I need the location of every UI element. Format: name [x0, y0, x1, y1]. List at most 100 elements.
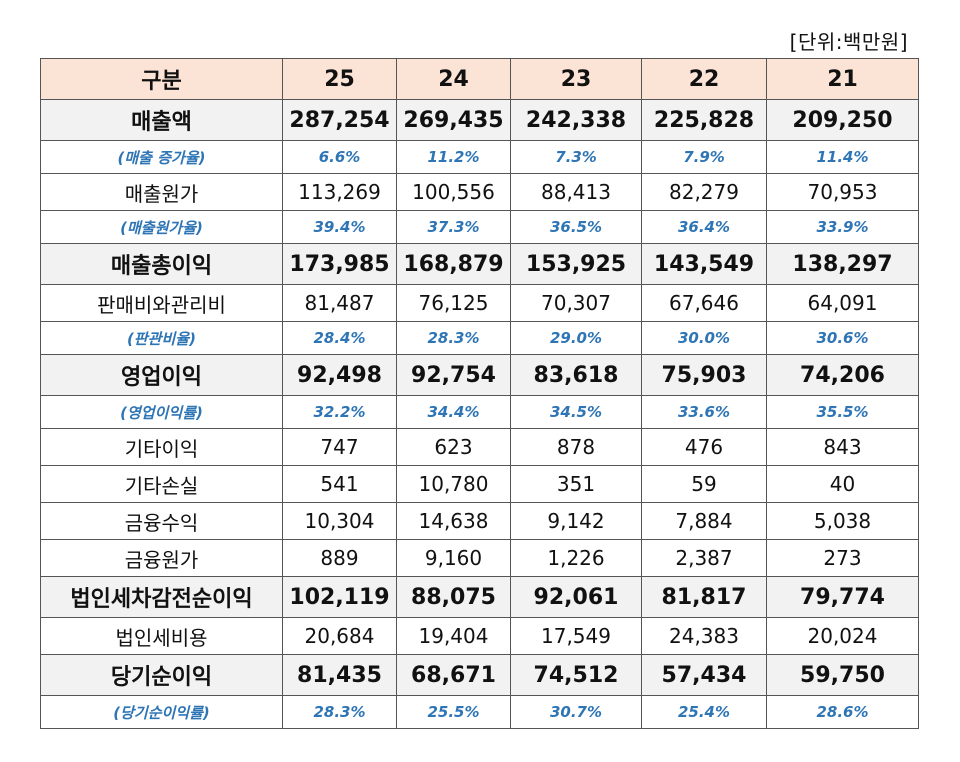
value-cell: 92,754: [396, 354, 511, 396]
value-cell: 623: [396, 428, 511, 466]
table-row-minor: 기타이익 747 623 878 476 843: [40, 428, 919, 466]
value-cell: 28.6%: [766, 695, 919, 729]
value-cell: 32.2%: [282, 395, 397, 429]
value-cell: 28.3%: [282, 695, 397, 729]
header-cell-year: 24: [396, 58, 511, 100]
value-cell: 35.5%: [766, 395, 919, 429]
row-label: 영업이익: [40, 354, 283, 396]
value-cell: 19,404: [396, 617, 511, 655]
table-row-major: 영업이익 92,498 92,754 83,618 75,903 74,206: [40, 354, 919, 396]
value-cell: 33.9%: [766, 210, 919, 244]
value-cell: 39.4%: [282, 210, 397, 244]
value-cell: 6.6%: [282, 140, 397, 174]
table-row-minor: 판매비와관리비 81,487 76,125 70,307 67,646 64,091: [40, 284, 919, 322]
value-cell: 287,254: [282, 99, 397, 141]
value-cell: 269,435: [396, 99, 511, 141]
value-cell: 74,206: [766, 354, 919, 396]
value-cell: 67,646: [641, 284, 767, 322]
row-label: 법인세비용: [40, 617, 283, 655]
value-cell: 273: [766, 539, 919, 577]
value-cell: 92,498: [282, 354, 397, 396]
value-cell: 81,817: [641, 576, 767, 618]
table-row-major: 매출총이익 173,985 168,879 153,925 143,549 138,297: [40, 243, 919, 285]
table-row-pct: (판관비율) 28.4% 28.3% 29.0% 30.0% 30.6%: [40, 321, 919, 355]
value-cell: 14,638: [396, 502, 511, 540]
value-cell: 82,279: [641, 173, 767, 211]
value-cell: 100,556: [396, 173, 511, 211]
row-label: 매출원가: [40, 173, 283, 211]
table-row-pct: (매출원가율) 39.4% 37.3% 36.5% 36.4% 33.9%: [40, 210, 919, 244]
value-cell: 242,338: [510, 99, 642, 141]
value-cell: 79,774: [766, 576, 919, 618]
value-cell: 68,671: [396, 654, 511, 696]
value-cell: 225,828: [641, 99, 767, 141]
value-cell: 351: [510, 465, 642, 503]
value-cell: 1,226: [510, 539, 642, 577]
value-cell: 7.9%: [641, 140, 767, 174]
value-cell: 64,091: [766, 284, 919, 322]
value-cell: 37.3%: [396, 210, 511, 244]
value-cell: 28.4%: [282, 321, 397, 355]
row-label: 매출총이익: [40, 243, 283, 285]
value-cell: 476: [641, 428, 767, 466]
row-label: 금융수익: [40, 502, 283, 540]
row-label: 금융원가: [40, 539, 283, 577]
value-cell: 209,250: [766, 99, 919, 141]
value-cell: 92,061: [510, 576, 642, 618]
value-cell: 5,038: [766, 502, 919, 540]
value-cell: 28.3%: [396, 321, 511, 355]
value-cell: 81,487: [282, 284, 397, 322]
value-cell: 7,884: [641, 502, 767, 540]
value-cell: 30.6%: [766, 321, 919, 355]
value-cell: 88,075: [396, 576, 511, 618]
income-statement-table: 구분 25 24 23 22 21 매출액 287,254 269,435 242,3…: [40, 58, 919, 729]
value-cell: 17,549: [510, 617, 642, 655]
value-cell: 59: [641, 465, 767, 503]
header-cell-year: 25: [282, 58, 397, 100]
value-cell: 9,142: [510, 502, 642, 540]
value-cell: 40: [766, 465, 919, 503]
header-cell-year: 23: [510, 58, 642, 100]
table-row-major: 법인세차감전순이익 102,119 88,075 92,061 81,817 79,774: [40, 576, 919, 618]
value-cell: 843: [766, 428, 919, 466]
row-label: (당기순이익률): [40, 695, 283, 729]
table-row-minor: 기타손실 541 10,780 351 59 40: [40, 465, 919, 503]
value-cell: 81,435: [282, 654, 397, 696]
value-cell: 70,307: [510, 284, 642, 322]
value-cell: 2,387: [641, 539, 767, 577]
value-cell: 34.5%: [510, 395, 642, 429]
value-cell: 36.4%: [641, 210, 767, 244]
value-cell: 138,297: [766, 243, 919, 285]
table-row-minor: 금융수익 10,304 14,638 9,142 7,884 5,038: [40, 502, 919, 540]
value-cell: 33.6%: [641, 395, 767, 429]
value-cell: 83,618: [510, 354, 642, 396]
table-row-pct: (매출 증가율) 6.6% 11.2% 7.3% 7.9% 11.4%: [40, 140, 919, 174]
row-label: 매출액: [40, 99, 283, 141]
row-label: (매출 증가율): [40, 140, 283, 174]
value-cell: 541: [282, 465, 397, 503]
value-cell: 20,024: [766, 617, 919, 655]
value-cell: 34.4%: [396, 395, 511, 429]
value-cell: 889: [282, 539, 397, 577]
value-cell: 88,413: [510, 173, 642, 211]
value-cell: 10,304: [282, 502, 397, 540]
value-cell: 153,925: [510, 243, 642, 285]
row-label: 기타손실: [40, 465, 283, 503]
value-cell: 11.2%: [396, 140, 511, 174]
value-cell: 143,549: [641, 243, 767, 285]
value-cell: 59,750: [766, 654, 919, 696]
table-row-major: 당기순이익 81,435 68,671 74,512 57,434 59,750: [40, 654, 919, 696]
value-cell: 70,953: [766, 173, 919, 211]
value-cell: 878: [510, 428, 642, 466]
value-cell: 74,512: [510, 654, 642, 696]
value-cell: 747: [282, 428, 397, 466]
row-label: 법인세차감전순이익: [40, 576, 283, 618]
value-cell: 75,903: [641, 354, 767, 396]
value-cell: 113,269: [282, 173, 397, 211]
value-cell: 168,879: [396, 243, 511, 285]
value-cell: 7.3%: [510, 140, 642, 174]
value-cell: 36.5%: [510, 210, 642, 244]
table-body: 매출액 287,254 269,435 242,338 225,828 209,250 (매…: [40, 99, 919, 729]
value-cell: 24,383: [641, 617, 767, 655]
table-row-pct: (당기순이익률) 28.3% 25.5% 30.7% 25.4% 28.6%: [40, 695, 919, 729]
